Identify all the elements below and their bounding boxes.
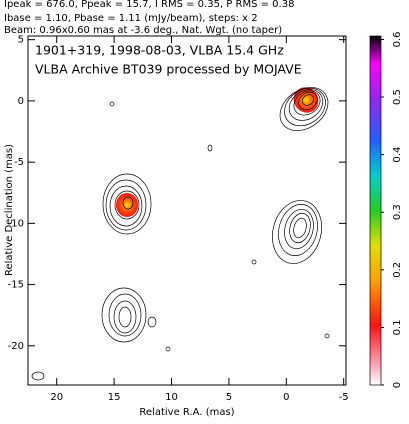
colorbar-tick-label: 0 — [392, 382, 403, 388]
x-tick-label: 10 — [165, 392, 178, 403]
x-tick-label: 20 — [50, 392, 63, 403]
colorbar-tick-label: 0.6 — [392, 32, 403, 48]
y-tick-label: -5 — [14, 157, 24, 168]
header-line: Ibase = 1.10, Pbase = 1.11 (mJy/beam), s… — [4, 13, 258, 24]
y-tick-label: -20 — [8, 341, 24, 352]
x-tick-label: 15 — [108, 392, 121, 403]
colorbar-tick-label: 0.1 — [392, 319, 403, 335]
y-tick-label: 0 — [18, 96, 24, 107]
colorbar-tick-label: 0.2 — [392, 262, 403, 278]
contours — [31, 87, 330, 381]
annotation: 1901+319, 1998-08-03, VLBA 15.4 GHz — [35, 43, 284, 58]
header-line: Beam: 0.96x0.60 mas at -3.6 deg., Nat. W… — [4, 25, 282, 36]
colorbar — [369, 35, 382, 386]
colorbar-tick-label: 0.4 — [392, 147, 403, 163]
plot-frame — [27, 35, 347, 386]
x-tick-label: 0 — [283, 392, 289, 403]
y-tick-label: -15 — [8, 280, 24, 291]
y-tick-label: -10 — [8, 218, 24, 229]
x-tick-label: 5 — [226, 392, 232, 403]
x-axis-label: Relative R.A. (mas) — [139, 407, 234, 418]
colorbar-tick-label: 0.5 — [392, 89, 403, 105]
header-line: Ipeak = 676.0, Ppeak = 15.7, I RMS = 0.3… — [4, 0, 294, 10]
colorbar-tick-label: 0.3 — [392, 204, 403, 220]
y-tick-label: 5 — [18, 35, 24, 46]
x-tick-label: -5 — [339, 392, 349, 403]
y-axis-label: Relative Declination (mas) — [4, 144, 15, 276]
annotation: VLBA Archive BT039 processed by MOJAVE — [35, 62, 302, 77]
